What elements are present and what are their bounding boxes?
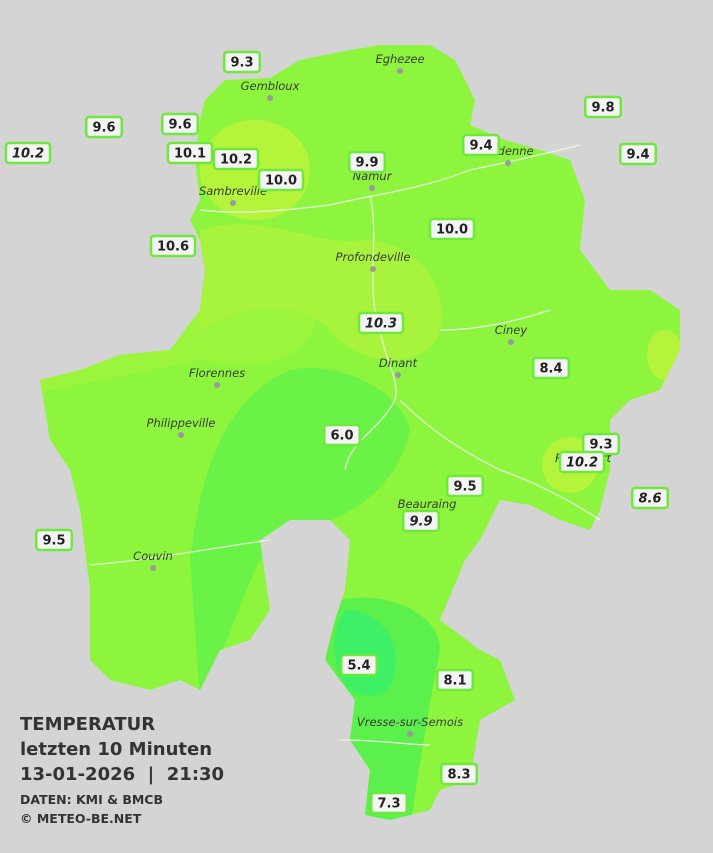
station-value: 6.0 [330, 429, 353, 444]
station-value: 9.4 [626, 148, 649, 163]
station-box [370, 791, 408, 815]
town-name: Eghezee [375, 52, 424, 66]
station-value: 8.4 [539, 362, 562, 377]
station-box [402, 509, 440, 533]
station-value: 9.5 [42, 534, 65, 549]
zone-warm [647, 330, 680, 380]
river [199, 144, 581, 213]
town-name: Couvin [133, 549, 173, 563]
station-value: 9.5 [453, 480, 476, 495]
station-value: 10.2 [566, 456, 598, 471]
town-name: Gembloux [241, 79, 300, 93]
station-value: 10.2 [220, 153, 252, 168]
station-value: 9.6 [92, 121, 115, 136]
station-box [85, 115, 123, 139]
station-value: 9.3 [589, 438, 612, 453]
town-dot [370, 266, 376, 272]
source: DATEN: KMI & BMCB [20, 792, 163, 807]
town-name: Beauraing [398, 497, 457, 511]
title: TEMPERATUR [20, 714, 155, 735]
river [89, 539, 271, 566]
station-box [357, 311, 405, 335]
town-dot [214, 382, 220, 388]
station-box [446, 474, 484, 498]
info-block: TEMPERATUR letzten 10 Minuten 13-01-2026… [20, 714, 224, 826]
station-box [619, 142, 657, 166]
river [344, 194, 397, 471]
station-box [323, 423, 361, 447]
station-value: 10.3 [365, 317, 397, 332]
station-box [257, 168, 305, 192]
town-dot [407, 731, 413, 737]
station-value: 5.4 [347, 659, 370, 674]
town-name: Dinant [379, 356, 418, 370]
station-box [428, 217, 476, 241]
town-name: Vresse-sur-Semois [357, 715, 463, 729]
station-value: 9.9 [409, 515, 432, 530]
station-box [558, 450, 606, 474]
station-value: 8.6 [638, 492, 661, 507]
town-dot [369, 185, 375, 191]
town-name: Sambreville [199, 184, 267, 198]
station-box [223, 50, 261, 74]
station-value: 9.4 [469, 139, 492, 154]
rivers [89, 144, 601, 746]
station-box [35, 528, 73, 552]
river [439, 309, 551, 331]
town-dot [397, 68, 403, 74]
station-value: 10.0 [436, 223, 468, 238]
station-box [166, 141, 214, 165]
town-dot [505, 160, 511, 166]
town-name: Profondeville [336, 250, 411, 264]
datetime: 13-01-2026 | 21:30 [20, 764, 224, 785]
town-dot [178, 432, 184, 438]
town-dot [395, 372, 401, 378]
subtitle: letzten 10 Minuten [20, 739, 212, 760]
station-box [149, 234, 197, 258]
town-name: Ciney [495, 323, 528, 337]
station-value: 8.3 [447, 768, 470, 783]
town-dot [150, 565, 156, 571]
station-value: 9.8 [591, 101, 614, 116]
station-box [340, 653, 378, 677]
town-name: Philippeville [147, 416, 216, 430]
stations: 9.3 9.8 9.6 9.6 10.2 10.1 10.2 10.0 9.9 9.4 9.4 10.… [4, 50, 669, 815]
station-value: 7.3 [377, 797, 400, 812]
town-dot [230, 200, 236, 206]
station-box [212, 147, 260, 171]
station-value: 9.3 [230, 56, 253, 71]
station-value: 10.2 [12, 147, 44, 162]
station-value: 9.6 [168, 118, 191, 133]
river [399, 399, 601, 521]
station-value: 8.1 [443, 674, 466, 689]
station-box [584, 95, 622, 119]
station-box [161, 112, 199, 136]
town-dot [267, 95, 273, 101]
station-box [436, 668, 474, 692]
station-value: 10.6 [157, 240, 189, 255]
station-value: 10.1 [174, 147, 206, 162]
river [339, 739, 431, 746]
town-dot [508, 339, 514, 345]
station-value: 10.0 [265, 174, 297, 189]
copyright: © METEO-BE.NET [20, 811, 142, 826]
station-value: 9.9 [355, 156, 378, 171]
station-box [440, 762, 478, 786]
station-box [462, 133, 500, 157]
station-box [532, 356, 570, 380]
station-box [348, 150, 386, 174]
town-name: Florennes [189, 366, 245, 380]
station-box [4, 141, 52, 165]
station-box [631, 486, 669, 510]
